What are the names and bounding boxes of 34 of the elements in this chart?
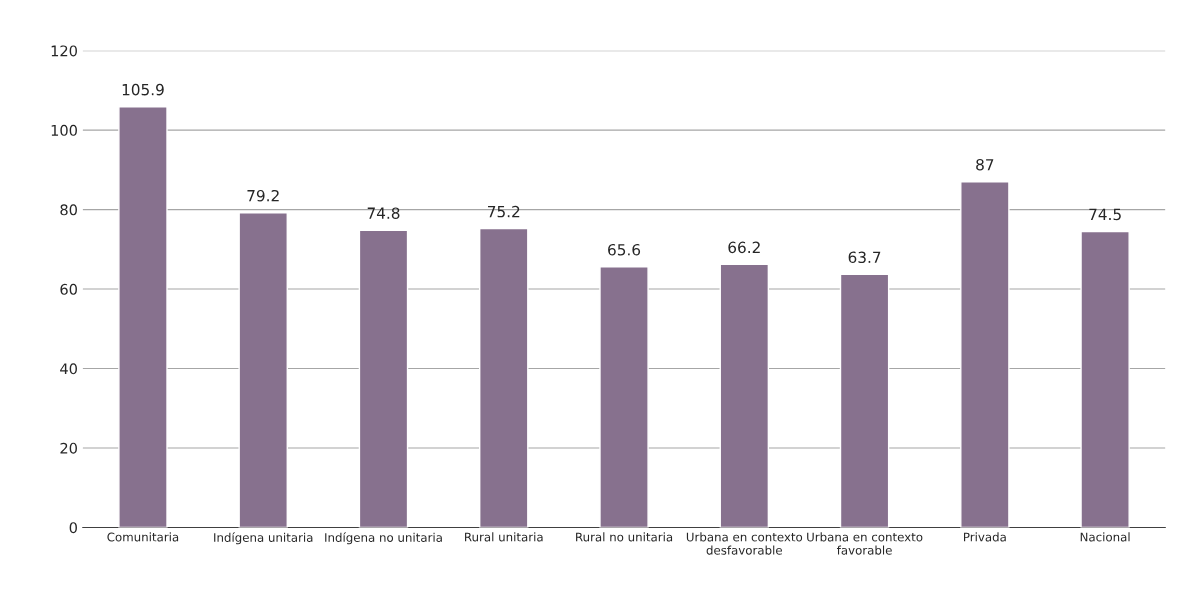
bar [118,105,168,528]
bar [238,212,288,528]
x-tick-label: Indígena no unitaria [325,532,442,545]
bar [479,227,529,528]
data-label: 65.6 [608,243,641,256]
x-tick-label: Rural no unitaria [576,532,673,542]
y-tick-label: 0 [69,522,77,534]
x-tick-label: Indígena unitaria [214,532,313,545]
x-tick-label: Nacional [1080,532,1130,542]
bar [839,273,890,528]
bar [1080,230,1130,528]
bar [960,181,1010,528]
data-label: 74.5 [1089,208,1121,221]
x-tick-label: Rural unitaria [465,532,543,542]
bar [358,229,409,528]
bar [599,266,649,528]
data-label: 87 [976,158,994,171]
bar [719,263,770,528]
y-tick-label: 40 [60,363,77,375]
data-label: 66.2 [728,241,760,254]
data-label: 63.7 [848,251,881,264]
y-tick-label: 20 [60,442,77,454]
x-tick-label: Urbana en contexto favorable [807,532,923,555]
data-label: 75.2 [488,205,520,218]
x-tick-label: Privada [964,532,1006,542]
x-tick-label: Comunitaria [107,532,179,542]
x-tick-label: Urbana en contexto desfavorable [686,532,803,555]
y-tick-label: 120 [51,45,77,57]
y-tick-label: 100 [51,124,77,136]
data-label: 74.8 [367,207,400,219]
data-label: 105.9 [122,83,164,96]
y-tick-label: 80 [60,204,77,216]
y-tick-label: 60 [60,283,77,295]
data-label: 79.2 [247,189,279,202]
